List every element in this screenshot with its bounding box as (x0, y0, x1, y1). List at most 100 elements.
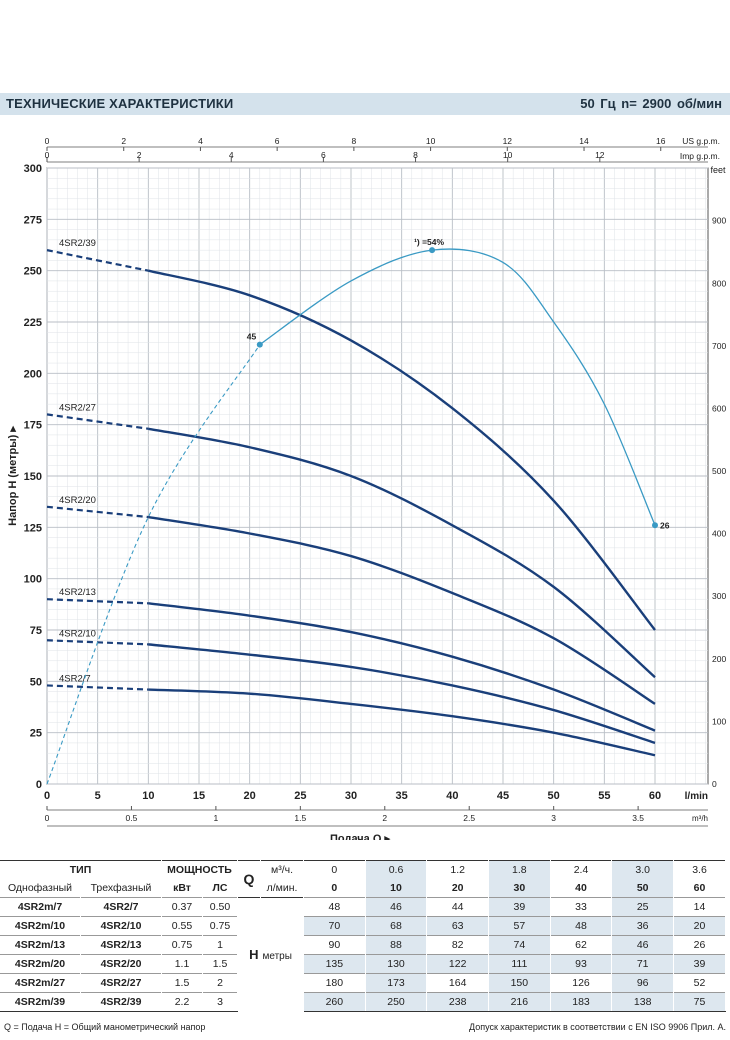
usgpm-tick-label: 10 (426, 136, 436, 146)
curve-4SR2/7 (148, 688, 656, 757)
curve-dashed-4SR2/13 (46, 598, 149, 605)
head-value-cell: 33 (550, 897, 613, 917)
y-tick-label: 125 (24, 522, 42, 534)
efficiency-point (256, 341, 263, 348)
feet-tick-label: 800 (712, 278, 726, 288)
head-value-cell: 260 (303, 992, 366, 1012)
speed-spec: 50 Гц n= 2900 об/мин (580, 96, 722, 111)
q-m3h-cell: 0 (303, 860, 366, 879)
m3h-tick-label: 2 (382, 813, 387, 823)
y-axis-label: Напор H (метры) ▸ (7, 426, 19, 526)
x-tick-label: 0 (44, 790, 50, 802)
feet-tick-label: 400 (712, 529, 726, 539)
m3h-unit: m³/h (692, 814, 708, 823)
y-tick-label: 75 (30, 625, 42, 637)
usgpm-tick-label: 2 (121, 136, 126, 146)
model-three-phase: 4SR2/27 (80, 973, 162, 993)
table-row: 4SR2m/20 4SR2/20 1.1 1.5 135 130 122 111 93 71 39 (0, 954, 726, 974)
m3h-tick-label: 2.5 (463, 813, 475, 823)
head-value-cell: 180 (303, 973, 366, 993)
efficiency-curve (259, 248, 656, 526)
m3h-tick-label: 0.5 (126, 813, 138, 823)
h-symbol-label: H (249, 947, 259, 963)
q-lmin-cell: 20 (426, 879, 490, 898)
head-value-cell: 70 (303, 916, 366, 936)
model-single-phase: 4SR2m/7 (0, 897, 81, 917)
type-header: ТИП (0, 860, 162, 879)
curve-4SR2/27 (148, 427, 656, 679)
efficiency-label: 45 (247, 332, 257, 342)
impgpm-tick-label: 12 (595, 150, 605, 160)
feet-tick-label: 700 (712, 341, 726, 351)
power-hp: 0.50 (202, 897, 238, 917)
head-value-cell: 250 (365, 992, 428, 1012)
head-value-cell: 130 (365, 954, 428, 974)
head-value-cell: 82 (426, 935, 490, 955)
q-lmin-cell: 50 (611, 879, 675, 898)
feet-tick-label: 600 (712, 403, 726, 413)
y-tick-label: 100 (24, 574, 42, 586)
curve-4SR2/39 (148, 269, 656, 631)
power-kw: 1.5 (161, 973, 203, 993)
head-value-cell: 90 (303, 935, 366, 955)
head-value-cell: 122 (426, 954, 490, 974)
curve-4SR2/13 (148, 602, 656, 732)
curve-label: 4SR2/27 (59, 402, 96, 413)
y-tick-label: 200 (24, 368, 42, 380)
usgpm-tick-label: 14 (579, 136, 589, 146)
x-axis-label: Подача Q ▸ (330, 833, 390, 840)
head-value-cell: 74 (488, 935, 551, 955)
head-value-cell: 173 (365, 973, 428, 993)
head-value-cell: 48 (303, 897, 366, 917)
impgpm-tick-label: 6 (321, 150, 326, 160)
power-kw: 0.55 (161, 916, 203, 936)
q-m3h-cell: 1.8 (488, 860, 551, 879)
power-hp: 1 (202, 935, 238, 955)
usgpm-tick-label: 6 (275, 136, 280, 146)
q-m3h-cell: 3.6 (673, 860, 726, 879)
y-tick-label: 250 (24, 266, 42, 278)
power-hp: 2 (202, 973, 238, 993)
power-hp: 3 (202, 992, 238, 1012)
q-lmin-cell: 10 (365, 879, 428, 898)
y-tick-label: 225 (24, 317, 42, 329)
q-symbol: Q (237, 860, 261, 898)
efficiency-point (652, 522, 658, 529)
model-three-phase: 4SR2/10 (80, 916, 162, 936)
impgpm-tick-label: 8 (413, 150, 418, 160)
q-lmin-cell: 60 (673, 879, 726, 898)
feet-tick-label: 200 (712, 654, 726, 664)
head-value-cell: 138 (611, 992, 675, 1012)
usgpm-tick-label: 8 (352, 136, 357, 146)
head-value-cell: 93 (550, 954, 613, 974)
usgpm-tick-label: 16 (656, 136, 666, 146)
x-tick-label: 20 (244, 790, 256, 802)
power-hp: 1.5 (202, 954, 238, 974)
q-lmin-cell: 30 (488, 879, 551, 898)
y-tick-label: 175 (24, 420, 42, 432)
feet-tick-label: 100 (712, 716, 726, 726)
usgpm-unit: US g.p.m. (682, 136, 720, 146)
head-value-cell: 25 (611, 897, 675, 917)
y-tick-label: 0 (36, 779, 42, 791)
head-value-cell: 46 (611, 935, 675, 955)
head-value-cell: 126 (550, 973, 613, 993)
curve-label: 4SR2/20 (59, 495, 96, 506)
power-hp: 0.75 (202, 916, 238, 936)
head-value-cell: 36 (611, 916, 675, 936)
q-m3h-cell: 0.6 (365, 860, 428, 879)
performance-table-wrap: ТИП МОЩНОСТЬ Q м³/ч. 0 0.6 1.2 1.8 2.4 3… (0, 860, 730, 1012)
head-value-cell: 46 (365, 897, 428, 917)
impgpm-tick-label: 4 (229, 150, 234, 160)
footer-standard: Допуск характеристик в соответствии с EN… (469, 1022, 726, 1032)
curve-label: 4SR2/39 (59, 238, 96, 249)
m3h-tick-label: 3 (551, 813, 556, 823)
power-kw: 0.37 (161, 897, 203, 917)
head-value-cell: 111 (488, 954, 551, 974)
head-value-cell: 164 (426, 973, 490, 993)
performance-table: ТИП МОЩНОСТЬ Q м³/ч. 0 0.6 1.2 1.8 2.4 3… (0, 860, 726, 1012)
model-single-phase: 4SR2m/13 (0, 935, 81, 955)
head-value-cell: 216 (488, 992, 551, 1012)
model-single-phase: 4SR2m/27 (0, 973, 81, 993)
